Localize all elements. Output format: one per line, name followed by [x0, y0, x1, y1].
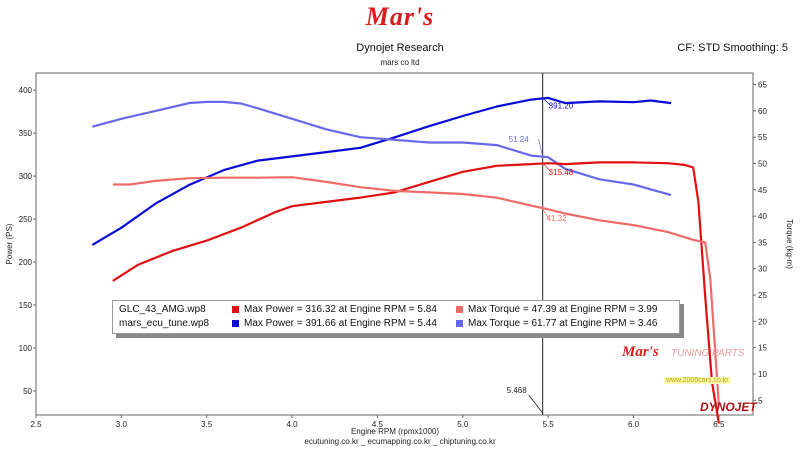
correction-factor-info: CF: STD Smoothing: 5	[677, 42, 788, 54]
y2-tick-label: 60	[758, 107, 767, 116]
y2-tick-label: 20	[758, 317, 767, 326]
x-axis-label: Engine RPM (rpmx1000)	[351, 427, 439, 436]
annotation-value: 391.20	[549, 102, 574, 111]
series-torque-line	[92, 100, 672, 197]
legend-max-torque: Max Torque = 47.39 at Engine RPM = 3.99	[468, 304, 658, 315]
legend-run-name: mars_ecu_tune.wp8	[119, 318, 210, 329]
cursor-pointer	[528, 394, 543, 414]
y-tick-label: 200	[19, 258, 33, 267]
x-tick-label: 2.5	[30, 420, 42, 429]
y-tick-label: 400	[19, 86, 33, 95]
legend-power-swatch	[232, 306, 239, 313]
annotation-pointer	[542, 162, 551, 173]
annotation-value: 41.32	[547, 214, 568, 223]
legend-row-glc: GLC_43_AMG.wp8 Max Power = 316.32 at Eng…	[113, 303, 679, 317]
legend-max-power: Max Power = 391.66 at Engine RPM = 5.44	[244, 318, 437, 329]
x-tick-label: 3.5	[201, 420, 213, 429]
series-power-line	[112, 161, 720, 424]
watermark-url: www.2000cars.co.kr	[664, 377, 731, 384]
annotation-value: 51.24	[509, 135, 530, 144]
x-tick-label: 6.5	[713, 420, 725, 429]
chart-title: Dynojet Research	[356, 42, 444, 54]
series-power-line	[91, 96, 672, 246]
legend-run-name: GLC_43_AMG.wp8	[119, 304, 206, 315]
dynojet-logo: DYNOJET	[700, 400, 757, 414]
legend-power-swatch	[232, 320, 239, 327]
y-axis-label: Power (PS)	[5, 223, 14, 264]
cursor-label: 5.468	[507, 386, 528, 395]
legend: GLC_43_AMG.wp8 Max Power = 316.32 at Eng…	[112, 300, 680, 334]
axis-ticks: 2.5 3.0 3.5 4.0 4.5 5.0 5.5 6.0 6.5 50 100 150 200 25…	[19, 81, 768, 429]
y2-tick-label: 45	[758, 186, 767, 195]
y2-tick-label: 10	[758, 370, 767, 379]
y2-tick-label: 55	[758, 133, 767, 142]
chart-subtitle: mars co ltd	[380, 58, 420, 67]
annotation-pointer	[542, 97, 551, 106]
y2-tick-label: 30	[758, 265, 767, 274]
legend-torque-swatch	[456, 306, 463, 313]
y2-tick-label: 15	[758, 344, 767, 353]
x-tick-label: 3.0	[116, 420, 128, 429]
x-tick-label: 4.0	[287, 420, 299, 429]
y2-tick-label: 25	[758, 291, 767, 300]
legend-max-power: Max Power = 316.32 at Engine RPM = 5.84	[244, 304, 437, 315]
legend-row-mars: mars_ecu_tune.wp8 Max Power = 391.66 at …	[113, 317, 679, 331]
y-tick-label: 350	[19, 129, 33, 138]
footer-links: ecutuning.co.kr _ ecumapping.co.kr _ chi…	[304, 437, 496, 446]
series-lines	[91, 96, 720, 424]
y2-tick-label: 50	[758, 159, 767, 168]
x-tick-label: 4.5	[372, 420, 384, 429]
y-tick-label: 50	[23, 387, 32, 396]
series-torque-line	[112, 176, 720, 406]
plot-area	[35, 72, 754, 416]
rpm-cursor: 5.468	[507, 73, 544, 415]
y2-tick-label: 40	[758, 212, 767, 221]
y2-tick-label: 65	[758, 81, 767, 90]
y-tick-label: 150	[19, 301, 33, 310]
watermark-tuning-parts: TUNING PARTS	[671, 348, 745, 359]
y-tick-label: 100	[19, 344, 33, 353]
brand-logo: Mar's	[365, 2, 435, 31]
y-tick-label: 250	[19, 215, 33, 224]
y-tick-label: 300	[19, 172, 33, 181]
annotation-pointer	[538, 138, 544, 158]
y2-tick-label: 5	[758, 396, 763, 405]
annotation-pointer	[542, 208, 549, 219]
y2-tick-label: 35	[758, 238, 767, 247]
y2-axis-label: Torque (kg-m)	[785, 219, 794, 269]
x-tick-label: 5.5	[543, 420, 555, 429]
annotations: 391.20 315.48 51.24 41.32	[509, 97, 574, 223]
x-tick-label: 6.0	[628, 420, 640, 429]
annotation-value: 315.48	[549, 168, 574, 177]
watermark-logo: Mar's	[622, 344, 659, 360]
x-tick-label: 5.0	[457, 420, 469, 429]
legend-max-torque: Max Torque = 61.77 at Engine RPM = 3.46	[468, 318, 658, 329]
legend-torque-swatch	[456, 320, 463, 327]
